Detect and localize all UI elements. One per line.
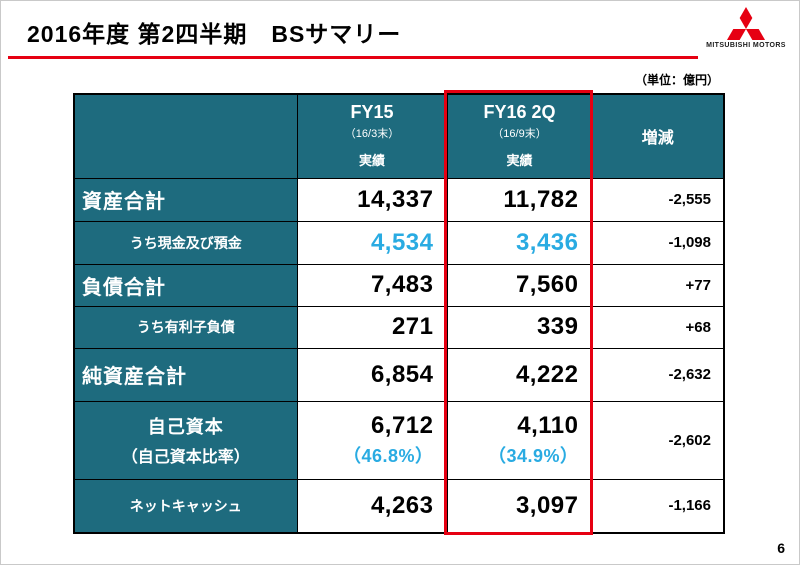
table-row-total-assets: 資産合計 14,337 11,782 -2,555 — [73, 177, 725, 222]
unit-note: （単位：億円） — [634, 73, 719, 87]
row-label: うち現金及び預金 — [73, 220, 298, 265]
fy15-value: 7,483 — [296, 263, 448, 307]
fy16-value: 339 — [446, 305, 593, 349]
fy15-date: （16/3末） — [344, 128, 400, 141]
delta-value: +68 — [591, 305, 725, 349]
equity-label: 自己資本 — [147, 417, 224, 437]
row-label: ネットキャッシュ — [73, 478, 298, 534]
fy15-value: 4,534 — [296, 220, 448, 265]
header-corner-cell — [73, 93, 298, 179]
page-title: 2016年度 第2四半期 BSサマリー — [27, 21, 402, 47]
equity-ratio-label: （自己資本比率） — [121, 449, 250, 466]
delta-value: -2,555 — [591, 177, 725, 222]
row-label: 負債合計 — [73, 263, 298, 307]
equity-fy15-amount: 6,712 — [370, 412, 434, 439]
fy16-date: （16/9末） — [492, 128, 547, 141]
row-label: 純資産合計 — [73, 347, 298, 402]
fy15-value: 4,263 — [296, 478, 448, 534]
header-fy16: FY16 2Q （16/9末） 実績 — [446, 93, 593, 179]
logo-brand-text: MITSUBISHI MOTORS — [706, 42, 786, 49]
delta-value: -2,632 — [591, 347, 725, 402]
row-label: 資産合計 — [73, 177, 298, 222]
equity-fy16-ratio: （34.9%） — [487, 446, 579, 466]
header-delta: 増減 — [591, 93, 725, 179]
delta-value: +77 — [591, 263, 725, 307]
mitsubishi-diamonds-icon — [705, 7, 787, 40]
title-underline-divider — [8, 56, 698, 59]
header-fy15: FY15 （16/3末） 実績 — [296, 93, 448, 179]
fy15-value: 6,712 （46.8%） — [296, 400, 448, 480]
equity-fy16-amount: 4,110 — [517, 412, 579, 439]
bs-summary-table-wrap: FY15 （16/3末） 実績 FY16 2Q （16/9末） 実績 増減 資産… — [73, 90, 725, 535]
fy16-label: FY16 2Q — [483, 102, 556, 123]
fy15-value: 271 — [296, 305, 448, 349]
fy16-value: 4,110 （34.9%） — [446, 400, 593, 480]
row-label: 自己資本 （自己資本比率） — [73, 400, 298, 480]
fy15-kind: 実績 — [358, 153, 385, 169]
table-row-net-cash: ネットキャッシュ 4,263 3,097 -1,166 — [73, 478, 725, 534]
mitsubishi-logo: MITSUBISHI MOTORS — [705, 7, 787, 49]
row-label: うち有利子負債 — [73, 305, 298, 349]
equity-fy15-ratio: （46.8%） — [342, 446, 434, 466]
table-row-net-assets: 純資産合計 6,854 4,222 -2,632 — [73, 347, 725, 402]
fy15-label: FY15 — [350, 102, 394, 123]
delta-value: -2,602 — [591, 400, 725, 480]
table-header-row: FY15 （16/3末） 実績 FY16 2Q （16/9末） 実績 増減 — [73, 93, 725, 179]
fy16-value: 11,782 — [446, 177, 593, 222]
fy15-value: 14,337 — [296, 177, 448, 222]
fy16-value: 4,222 — [446, 347, 593, 402]
table-row-total-liabilities: 負債合計 7,483 7,560 +77 — [73, 263, 725, 307]
table-row-equity: 自己資本 （自己資本比率） 6,712 （46.8%） 4,110 （34.9%… — [73, 400, 725, 480]
fy15-value: 6,854 — [296, 347, 448, 402]
fy16-value: 7,560 — [446, 263, 593, 307]
fy16-value: 3,097 — [446, 478, 593, 534]
fy16-kind: 実績 — [506, 153, 533, 169]
table-row-cash-deposits: うち現金及び預金 4,534 3,436 -1,098 — [73, 220, 725, 265]
bs-summary-table: FY15 （16/3末） 実績 FY16 2Q （16/9末） 実績 増減 資産… — [73, 93, 725, 534]
table-row-interest-bearing-debt: うち有利子負債 271 339 +68 — [73, 305, 725, 349]
delta-value: -1,166 — [591, 478, 725, 534]
fy16-value: 3,436 — [446, 220, 593, 265]
page-number: 6 — [777, 540, 785, 556]
delta-value: -1,098 — [591, 220, 725, 265]
